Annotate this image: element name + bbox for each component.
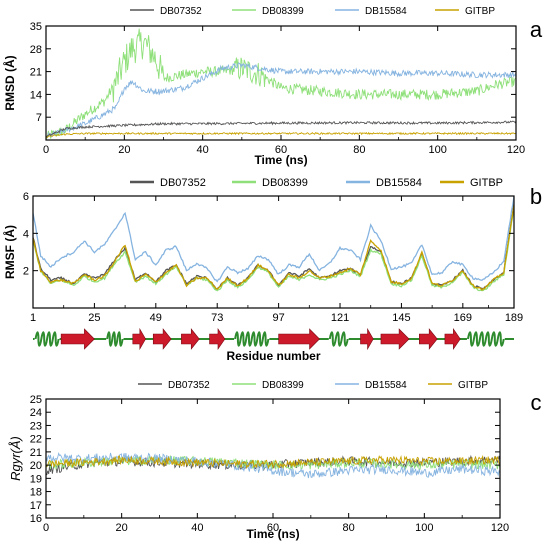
ss-helix [466, 331, 505, 347]
ss-strand [380, 328, 410, 350]
series-DB07352 [46, 120, 516, 138]
x-tick-label: 120 [507, 144, 525, 156]
panel-c-rgyr-chart: 0 20 40 60 80 100 12016171819202122232425Time … [8, 380, 542, 541]
ss-strand [278, 328, 320, 350]
legend-label: DB08399 [262, 380, 304, 391]
y-tick-label: 16 [30, 513, 42, 525]
y-tick-label: 23 [30, 420, 42, 432]
x-tick-label: 25 [88, 312, 100, 324]
legend-label: DB08399 [262, 177, 308, 189]
legend-label: DB15584 [365, 380, 407, 391]
y-tick-label: 21 [30, 447, 42, 459]
ss-strand [419, 328, 438, 350]
x-tick-label: 80 [353, 144, 365, 156]
ss-helix [234, 331, 270, 347]
panel-letter: a [530, 17, 543, 42]
legend-label: DB08399 [262, 6, 304, 17]
y-tick-label: 21 [30, 67, 42, 79]
legend-label: GITBP [458, 380, 488, 391]
y-tick-label: 17 [30, 500, 42, 512]
x-tick-label: 1 [30, 312, 36, 324]
y-tick-label: 7 [36, 112, 42, 124]
legend-label: DB07352 [160, 177, 206, 189]
ss-helix [106, 331, 124, 347]
x-tick-label: 0 [43, 522, 49, 534]
y-axis-label: RMSD (Å) [2, 55, 17, 110]
plot-frame [32, 195, 515, 309]
x-tick-label: 100 [415, 522, 433, 534]
ss-strand [152, 328, 172, 350]
y-tick-label: 19 [30, 473, 42, 485]
series-GITBP [46, 455, 500, 470]
y-tick-label: 4 [23, 228, 29, 240]
series-GITBP [46, 131, 516, 138]
y-tick-label: 28 [30, 44, 42, 56]
x-tick-label: 20 [116, 522, 128, 534]
panel-a-rmsd-chart: 0 20 40 60 80 100 120 7 14 21 28 35 Time (ns) RMSD (Å… [2, 6, 543, 167]
panel-b-rmsf-chart: 1 25 49 73 97 121 145 169 189 2 4 6 RMSF (Å) b DB07352… [2, 177, 542, 363]
panel-letter: b [530, 184, 542, 209]
ss-strand [209, 328, 226, 350]
y-tick-label: 24 [30, 407, 42, 419]
y-tick-label: 25 [30, 394, 42, 406]
x-tick-label: 169 [454, 312, 472, 324]
legend-label: GITBP [465, 6, 495, 17]
x-tick-label: 49 [150, 312, 162, 324]
x-tick-label: 73 [211, 312, 223, 324]
series-DB08399 [46, 28, 516, 139]
legend-label: DB07352 [160, 6, 202, 17]
ss-helix [328, 331, 349, 347]
x-tick-label: 60 [275, 144, 287, 156]
series-DB08399 [33, 207, 514, 292]
ss-strand [60, 328, 95, 350]
ss-strand [181, 328, 200, 350]
y-tick-label: 6 [23, 191, 29, 203]
x-tick-label: 97 [272, 312, 284, 324]
x-tick-label: 20 [118, 144, 130, 156]
series-DB15584 [33, 196, 514, 283]
x-tick-label: 0 [43, 144, 49, 156]
x-tick-label: 100 [428, 144, 446, 156]
x-axis-label: Residue number [226, 349, 320, 363]
x-tick-label: 60 [267, 522, 279, 534]
y-tick-label: 20 [30, 460, 42, 472]
y-tick-label: 18 [30, 487, 42, 499]
y-tick-label: 14 [30, 89, 42, 101]
x-tick-label: 145 [392, 312, 410, 324]
y-tick-label: 2 [23, 266, 29, 278]
x-axis-label: Time (ns) [246, 527, 299, 541]
x-tick-label: 40 [197, 144, 209, 156]
legend-label: DB15584 [365, 6, 407, 17]
legend-label: DB07352 [168, 380, 210, 391]
legend-label: GITBP [470, 177, 503, 189]
x-tick-label: 80 [343, 522, 355, 534]
x-tick-label: 40 [191, 522, 203, 534]
y-axis-label: Rgyr(Å) [8, 436, 23, 481]
x-tick-label: 121 [331, 312, 349, 324]
ss-strand [360, 327, 374, 351]
ss-strand [444, 328, 461, 350]
series-DB15584 [46, 452, 500, 479]
y-tick-label: 35 [30, 21, 42, 33]
y-axis-label: RMSF (Å) [2, 225, 17, 279]
ss-strand [132, 327, 146, 351]
x-axis-label: Time (ns) [254, 153, 307, 167]
x-tick-label: 189 [505, 312, 523, 324]
x-tick-label: 120 [491, 522, 509, 534]
series-DB15584 [46, 62, 516, 138]
legend-label: DB15584 [376, 177, 422, 189]
ss-helix [34, 331, 60, 347]
y-tick-label: 22 [30, 434, 42, 446]
panel-letter: c [531, 390, 542, 415]
series-GITBP [33, 204, 514, 291]
